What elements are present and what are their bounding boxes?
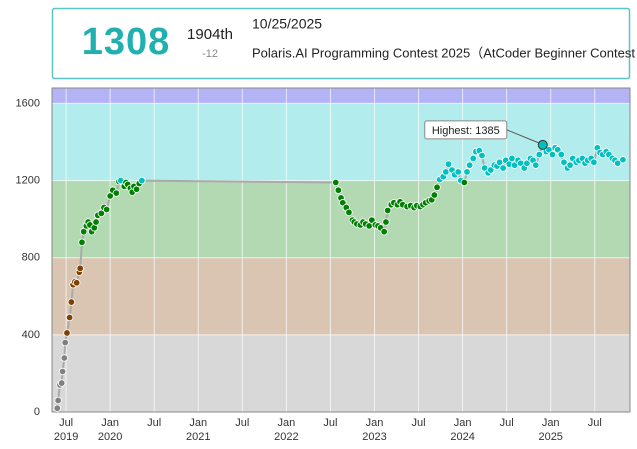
rating-point — [54, 396, 62, 405]
rating-point — [465, 161, 474, 169]
rating-point — [557, 150, 565, 159]
y-tick-label: 1200 — [16, 174, 40, 186]
rating-point — [57, 379, 66, 387]
rating-band — [52, 88, 630, 104]
x-tick-year: 2023 — [362, 431, 386, 443]
rating: 1308 — [82, 21, 171, 63]
annotation-leader — [506, 129, 539, 144]
rating-point — [442, 168, 450, 176]
rating-point — [382, 218, 390, 226]
rating-point — [430, 191, 439, 199]
rating-point — [58, 367, 67, 376]
rating-band — [52, 257, 630, 335]
x-tick-year: 2024 — [450, 431, 474, 443]
x-tick-label: Jan — [277, 417, 295, 429]
rating-point — [72, 279, 81, 287]
x-tick-label: Jul — [235, 417, 249, 429]
rating-point — [76, 264, 84, 273]
header-card — [51, 7, 631, 80]
rating-point — [67, 298, 76, 306]
rating-point — [345, 208, 353, 217]
x-tick-label: Jul — [59, 417, 73, 429]
rating-point — [138, 176, 146, 185]
highest-marker — [537, 139, 548, 150]
rating-band — [52, 334, 630, 412]
x-tick-year: 2025 — [538, 431, 562, 443]
rating-point — [61, 338, 69, 347]
x-tick-year: 2019 — [54, 431, 78, 443]
rating-point — [380, 227, 388, 236]
rating-point — [532, 161, 540, 169]
y-tick-label: 0 — [34, 406, 40, 418]
rating-point — [613, 159, 622, 167]
rating-point — [566, 161, 574, 169]
annotation-text: Highest: 1385 — [432, 125, 500, 137]
x-tick-label: Jan — [189, 417, 207, 429]
rating-point — [454, 168, 462, 176]
rating-point — [508, 154, 516, 163]
rating-point — [334, 186, 343, 194]
rating-point — [560, 158, 568, 166]
x-tick-label: Jul — [588, 417, 602, 429]
rating-band — [52, 180, 630, 258]
rating-diff: -12 — [202, 48, 218, 60]
rating-point — [53, 404, 61, 412]
x-tick-label: Jul — [147, 417, 161, 429]
rating-point — [433, 183, 441, 192]
rating-point — [65, 313, 74, 322]
x-tick-year: 2022 — [274, 431, 298, 443]
x-tick-label: Jan — [366, 417, 384, 429]
x-tick-label: Jan — [101, 417, 119, 429]
annotation-box — [424, 120, 508, 140]
rating-point — [444, 160, 453, 168]
plot-area: Highest: 1385 — [51, 87, 631, 413]
x-tick-label: Jan — [542, 417, 560, 429]
rating-point — [112, 189, 121, 197]
rank: 1904th — [187, 26, 233, 43]
rating-point — [499, 164, 507, 172]
rating-point — [590, 158, 598, 166]
rating-point — [332, 178, 340, 187]
rating-point — [548, 150, 557, 159]
contest-name: Polaris.AI Programming Contest 2025（AtCo… — [252, 45, 637, 60]
rating-point — [63, 329, 71, 337]
x-tick-label: Jul — [323, 417, 337, 429]
rating-point — [478, 151, 486, 160]
x-tick-year: 2021 — [186, 431, 210, 443]
rating-point — [102, 205, 111, 214]
plot-border — [51, 87, 631, 413]
rating-point — [60, 354, 69, 362]
y-tick-label: 1600 — [16, 97, 40, 109]
contest-date: 10/25/2025 — [252, 16, 322, 32]
rating-point — [463, 168, 471, 176]
rating-point — [460, 178, 469, 187]
x-tick-label: Jul — [500, 417, 514, 429]
x-tick-label: Jul — [412, 417, 426, 429]
rating-point — [383, 206, 392, 215]
rating-point — [92, 218, 100, 226]
rating-point — [619, 156, 627, 164]
y-tick-label: 800 — [22, 252, 40, 264]
rating-point — [469, 154, 477, 163]
x-tick-label: Jan — [454, 417, 472, 429]
rating-point — [535, 150, 543, 159]
rating-point — [78, 238, 86, 246]
x-tick-year: 2020 — [98, 431, 122, 443]
y-tick-label: 400 — [22, 329, 40, 341]
